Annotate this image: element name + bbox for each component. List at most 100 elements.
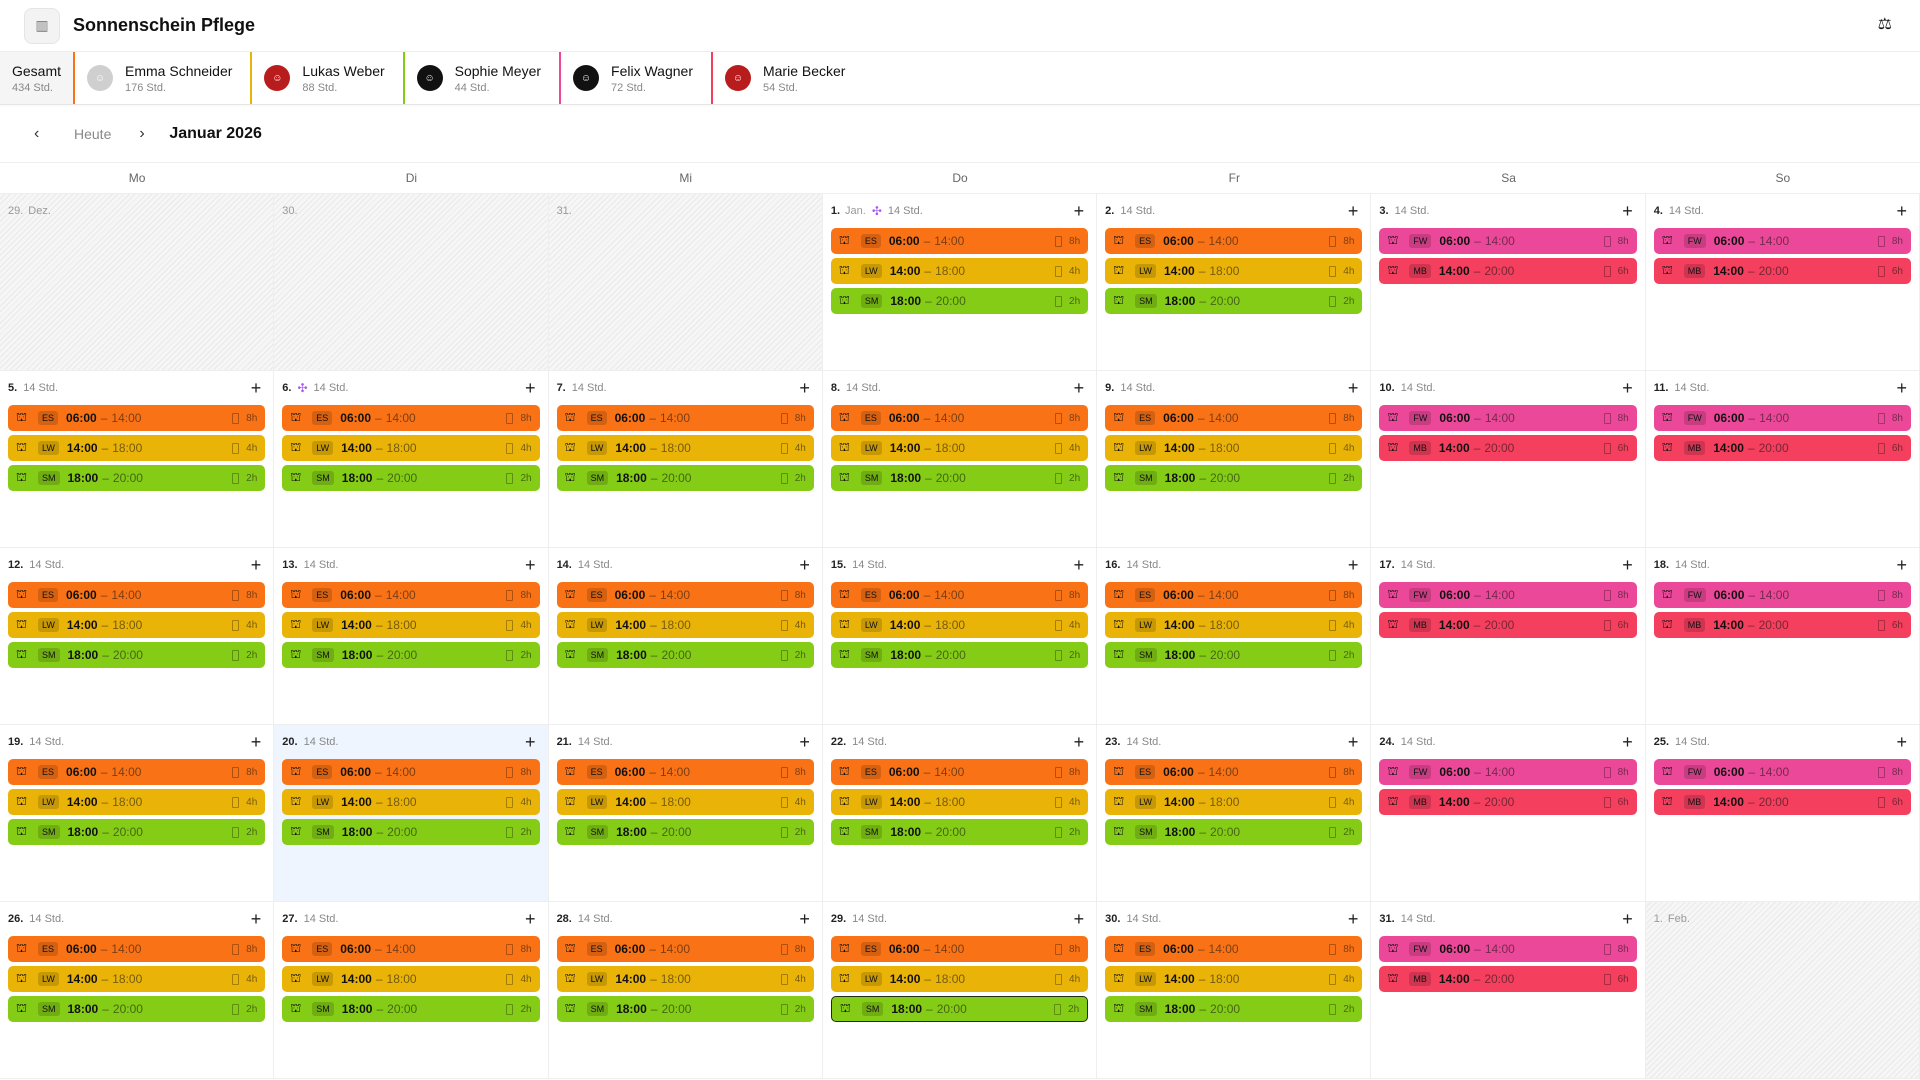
day-cell[interactable]: 26. 14 Std. + ⛫ ES 06:00–14:00 8h ⛫ LW 14:00–18:0… — [0, 902, 275, 1079]
add-shift-button[interactable]: + — [525, 377, 536, 398]
shift-block[interactable]: ⛫ ES 06:00–14:00 8h — [8, 759, 266, 785]
add-shift-button[interactable]: + — [525, 908, 536, 929]
staff-member[interactable]: ☺ Emma Schneider 176 Std. — [73, 52, 250, 104]
staff-total[interactable]: Gesamt 434 Std. — [0, 52, 74, 104]
shift-block[interactable]: ⛫ SM 18:00–20:00 2h — [830, 288, 1089, 314]
day-cell[interactable]: 22. 14 Std. + ⛫ ES 06:00–14:00 8h ⛫ LW 14:00–18:0… — [822, 725, 1098, 902]
shift-block[interactable]: ⛫ SM 18:00–20:00 2h — [8, 996, 266, 1022]
shift-block[interactable]: ⛫ SM 18:00–20:00 2h — [282, 819, 540, 845]
add-shift-button[interactable]: + — [1622, 731, 1633, 752]
shift-block[interactable]: ⛫ LW 14:00–18:00 4h — [830, 966, 1089, 992]
shift-block[interactable]: ⛫ ES 06:00–14:00 8h — [1105, 759, 1363, 785]
shift-block[interactable]: ⛫ ES 06:00–14:00 8h — [8, 405, 266, 431]
shift-block[interactable]: ⛫ ES 06:00–14:00 8h — [556, 759, 814, 785]
day-cell[interactable]: 23. 14 Std. + ⛫ ES 06:00–14:00 8h ⛫ LW 14:00–18:0… — [1097, 725, 1372, 902]
shift-block[interactable]: ⛫ FW 06:00–14:00 8h — [1653, 582, 1911, 608]
day-cell[interactable]: 17. 14 Std. + ⛫ FW 06:00–14:00 8h ⛫ MB 14:00–20:0… — [1371, 548, 1646, 725]
day-cell[interactable]: 18. 14 Std. + ⛫ FW 06:00–14:00 8h ⛫ MB 14:00–20:0… — [1645, 548, 1920, 725]
shift-block[interactable]: ⛫ ES 06:00–14:00 8h — [830, 936, 1089, 962]
shift-block[interactable]: ⛫ MB 14:00–20:00 6h — [1379, 789, 1637, 815]
today-button[interactable]: Heute — [74, 125, 112, 142]
shift-block[interactable]: ⛫ FW 06:00–14:00 8h — [1653, 405, 1911, 431]
add-shift-button[interactable]: + — [1347, 377, 1359, 398]
shift-block[interactable]: ⛫ FW 06:00–14:00 8h — [1653, 759, 1911, 785]
shift-block[interactable]: ⛫ LW 14:00–18:00 4h — [1105, 612, 1363, 638]
shift-block[interactable]: ⛫ SM 18:00–20:00 2h — [8, 819, 266, 845]
shift-block[interactable]: ⛫ SM 18:00–20:00 2h — [556, 819, 814, 845]
add-shift-button[interactable]: + — [1073, 200, 1085, 221]
shift-block[interactable]: ⛫ SM 18:00–20:00 2h — [1105, 642, 1363, 668]
day-cell[interactable]: 28. 14 Std. + ⛫ ES 06:00–14:00 8h ⛫ LW 14:00–18:0… — [548, 902, 823, 1079]
shift-block[interactable]: ⛫ SM 18:00–20:00 2h — [8, 465, 266, 491]
shift-block[interactable]: ⛫ LW 14:00–18:00 4h — [556, 789, 814, 815]
shift-block[interactable]: ⛫ LW 14:00–18:00 4h — [282, 966, 540, 992]
shift-block[interactable]: ⛫ MB 14:00–20:00 6h — [1379, 966, 1637, 992]
add-shift-button[interactable]: + — [1896, 200, 1907, 221]
shift-block[interactable]: ⛫ SM 18:00–20:00 2h — [1105, 996, 1363, 1022]
shift-block[interactable]: ⛫ SM 18:00–20:00 2h — [556, 465, 814, 491]
day-cell[interactable]: 21. 14 Std. + ⛫ ES 06:00–14:00 8h ⛫ LW 14:00–18:0… — [548, 725, 823, 902]
shift-block[interactable]: ⛫ MB 14:00–20:00 6h — [1379, 435, 1637, 461]
add-shift-button[interactable]: + — [250, 731, 262, 752]
shift-block[interactable]: ⛫ SM 18:00–20:00 2h — [1105, 288, 1363, 314]
shift-block[interactable]: ⛫ FW 06:00–14:00 8h — [1379, 936, 1637, 962]
shift-block[interactable]: ⛫ LW 14:00–18:00 4h — [282, 435, 540, 461]
shift-block[interactable]: ⛫ FW 06:00–14:00 8h — [1379, 759, 1637, 785]
day-cell[interactable]: 31. — [548, 194, 823, 371]
add-shift-button[interactable]: + — [250, 908, 262, 929]
shift-block[interactable]: ⛫ LW 14:00–18:00 4h — [282, 612, 540, 638]
shift-block[interactable]: ⛫ SM 18:00–20:00 2h — [830, 996, 1089, 1022]
add-shift-button[interactable]: + — [525, 554, 536, 575]
add-shift-button[interactable]: + — [1347, 200, 1359, 221]
day-cell[interactable]: 10. 14 Std. + ⛫ FW 06:00–14:00 8h ⛫ MB 14:00–20:0… — [1371, 371, 1646, 548]
add-shift-button[interactable]: + — [1896, 731, 1907, 752]
shift-block[interactable]: ⛫ MB 14:00–20:00 6h — [1379, 258, 1637, 284]
shift-block[interactable]: ⛫ ES 06:00–14:00 8h — [1105, 936, 1363, 962]
shift-block[interactable]: ⛫ SM 18:00–20:00 2h — [282, 996, 540, 1022]
add-shift-button[interactable]: + — [525, 731, 536, 752]
shift-block[interactable]: ⛫ ES 06:00–14:00 8h — [8, 582, 266, 608]
shift-block[interactable]: ⛫ ES 06:00–14:00 8h — [556, 936, 814, 962]
day-cell[interactable]: 16. 14 Std. + ⛫ ES 06:00–14:00 8h ⛫ LW 14:00–18:0… — [1097, 548, 1372, 725]
add-shift-button[interactable]: + — [1347, 554, 1359, 575]
building-icon[interactable]: ▥ — [24, 7, 60, 44]
staff-member[interactable]: ☺ Lukas Weber 88 Std. — [250, 52, 402, 104]
shift-block[interactable]: ⛫ LW 14:00–18:00 4h — [1105, 435, 1363, 461]
shift-block[interactable]: ⛫ FW 06:00–14:00 8h — [1379, 228, 1637, 254]
day-cell[interactable]: 2. 14 Std. + ⛫ ES 06:00–14:00 8h ⛫ LW 14:00–18:00… — [1097, 194, 1372, 371]
shift-block[interactable]: ⛫ LW 14:00–18:00 4h — [8, 612, 266, 638]
shift-block[interactable]: ⛫ LW 14:00–18:00 4h — [556, 435, 814, 461]
day-cell[interactable]: 24. 14 Std. + ⛫ FW 06:00–14:00 8h ⛫ MB 14:00–20:0… — [1371, 725, 1646, 902]
shift-block[interactable]: ⛫ MB 14:00–20:00 6h — [1653, 789, 1911, 815]
day-cell[interactable]: 5. 14 Std. + ⛫ ES 06:00–14:00 8h ⛫ LW 14:00–18:00… — [0, 371, 275, 548]
add-shift-button[interactable]: + — [1073, 377, 1085, 398]
add-shift-button[interactable]: + — [1896, 377, 1907, 398]
shift-block[interactable]: ⛫ ES 06:00–14:00 8h — [282, 759, 540, 785]
add-shift-button[interactable]: + — [1622, 554, 1633, 575]
day-cell[interactable]: 1. Feb. — [1645, 902, 1920, 1079]
day-cell[interactable]: 30. 14 Std. + ⛫ ES 06:00–14:00 8h ⛫ LW 14:00–18:0… — [1097, 902, 1372, 1079]
day-cell[interactable]: 8. 14 Std. + ⛫ ES 06:00–14:00 8h ⛫ LW 14:00–18:00… — [822, 371, 1098, 548]
add-shift-button[interactable]: + — [1622, 377, 1633, 398]
shift-block[interactable]: ⛫ FW 06:00–14:00 8h — [1653, 228, 1911, 254]
shift-block[interactable]: ⛫ ES 06:00–14:00 8h — [830, 582, 1089, 608]
day-cell[interactable]: 30. — [274, 194, 549, 371]
add-shift-button[interactable]: + — [1896, 554, 1907, 575]
add-shift-button[interactable]: + — [1347, 731, 1359, 752]
next-month-button[interactable]: › — [139, 124, 145, 142]
shift-block[interactable]: ⛫ LW 14:00–18:00 4h — [1105, 966, 1363, 992]
add-shift-button[interactable]: + — [1073, 908, 1085, 929]
day-cell[interactable]: 19. 14 Std. + ⛫ ES 06:00–14:00 8h ⛫ LW 14:00–18:0… — [0, 725, 275, 902]
day-cell[interactable]: 1. Jan. ✣ 14 Std. + ⛫ ES 06:00–14:00 8h ⛫ LW 14:00–… — [822, 194, 1098, 371]
shift-block[interactable]: ⛫ ES 06:00–14:00 8h — [282, 582, 540, 608]
day-cell[interactable]: 27. 14 Std. + ⛫ ES 06:00–14:00 8h ⛫ LW 14:00–18:0… — [274, 902, 549, 1079]
shift-block[interactable]: ⛫ SM 18:00–20:00 2h — [1105, 819, 1363, 845]
shift-block[interactable]: ⛫ MB 14:00–20:00 6h — [1653, 612, 1911, 638]
shift-block[interactable]: ⛫ ES 06:00–14:00 8h — [830, 405, 1089, 431]
day-cell[interactable]: 25. 14 Std. + ⛫ FW 06:00–14:00 8h ⛫ MB 14:00–20:0… — [1645, 725, 1920, 902]
shift-block[interactable]: ⛫ LW 14:00–18:00 4h — [1105, 258, 1363, 284]
shift-block[interactable]: ⛫ FW 06:00–14:00 8h — [1379, 582, 1637, 608]
add-shift-button[interactable]: + — [799, 908, 810, 929]
add-shift-button[interactable]: + — [799, 554, 810, 575]
shift-block[interactable]: ⛫ LW 14:00–18:00 4h — [556, 612, 814, 638]
